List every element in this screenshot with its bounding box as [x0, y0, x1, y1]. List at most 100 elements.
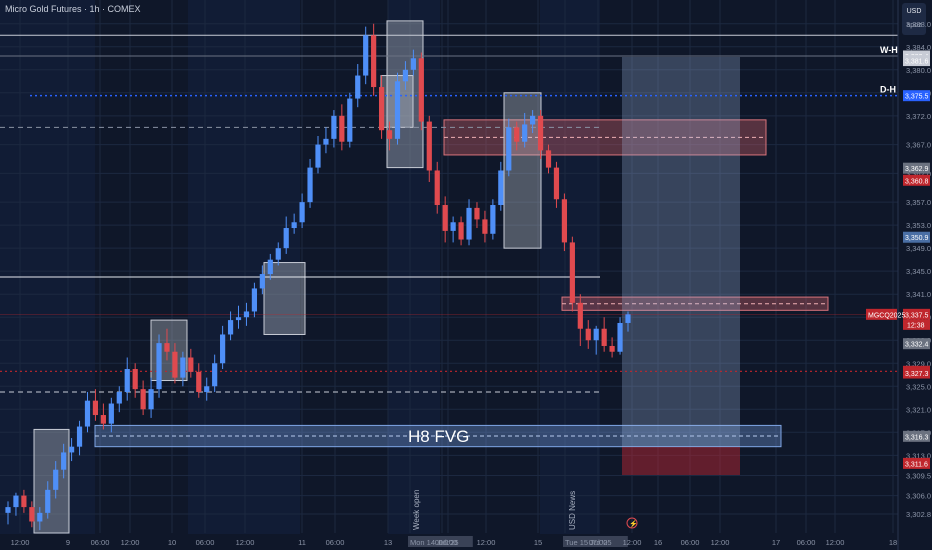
candle-body [355, 75, 361, 99]
x-axis-label: 13 [384, 538, 392, 547]
candle-body [235, 317, 242, 321]
price-tag [903, 308, 930, 320]
candle-body [13, 495, 19, 508]
candle-body [339, 115, 345, 142]
lightning-icon: ⚡ [629, 519, 638, 528]
y-tick-label: 3,380.0 [906, 66, 931, 75]
symbol-tag-label: MGCQ2025 [868, 312, 905, 319]
candle-body [537, 115, 544, 151]
price-tag-value: 3,311.6 [905, 461, 928, 468]
zone-layer: H8 FVG [33, 20, 829, 534]
candle-body [172, 351, 178, 378]
candle-body [593, 328, 599, 341]
candle-body [53, 469, 59, 490]
y-tick-label: 3,362.0 [906, 169, 931, 178]
price-tag [903, 338, 930, 350]
candle-series [5, 23, 631, 531]
y-tick-label: 3,329.0 [906, 359, 931, 368]
x-axis-label: Mon 14 Jul '25 [410, 538, 459, 547]
candle-body [227, 320, 234, 335]
candle-body [347, 98, 353, 142]
candle-body [450, 222, 456, 231]
projection-box [622, 57, 740, 447]
candle-body [124, 369, 130, 393]
projection-stop-box [622, 447, 740, 475]
candle-body [418, 58, 424, 122]
candle-body [132, 369, 138, 390]
chart-title: Micro Gold Futures · 1h · COMEX [5, 4, 141, 14]
symbol-tag [866, 308, 897, 320]
candle-body [283, 228, 289, 249]
x-axis: 12:00 9 06:00 12:00 10 06:00 12:00 11 06:00 13 Mon… [0, 534, 898, 550]
x-axis-label: 15 [534, 538, 542, 547]
candle-body [315, 144, 321, 168]
y-tick-label: 3,313.0 [906, 451, 931, 460]
candle-body [164, 343, 170, 352]
candle-body [275, 248, 281, 260]
candle-body [434, 170, 440, 206]
x-axis-label: 06:00 [326, 538, 345, 547]
y-tick-label: 3,384.0 [906, 43, 931, 52]
candle-body [530, 115, 536, 125]
candle-body [100, 415, 106, 424]
candle-body [625, 314, 631, 323]
candle-body [299, 202, 305, 223]
countdown-label: 12:38 [907, 322, 925, 329]
vertical-annotation: USD News [568, 491, 577, 530]
x-axis-label: 06:00 [797, 538, 816, 547]
currency-box [902, 3, 926, 35]
candle-body [204, 386, 210, 393]
vertical-annotation: Week open [412, 490, 421, 530]
annotation-layer: Week open USD News ⚡ [412, 490, 638, 530]
candle-body [291, 222, 297, 229]
price-tag-value: 3,327.3 [905, 371, 928, 378]
price-tag-value: 3,337.5 [905, 312, 928, 319]
candle-body [188, 357, 194, 372]
x-axis-label: 17 [772, 538, 780, 547]
candle-body [92, 400, 99, 416]
price-tag [903, 174, 930, 186]
y-tick-label: 3,309.5 [906, 471, 931, 480]
y-tick-label: 3,367.0 [906, 141, 931, 150]
candle-body [307, 167, 313, 203]
candle-body [378, 87, 385, 131]
candle-body [498, 170, 504, 206]
candle-body [402, 69, 409, 82]
x-axis-label: 16 [654, 538, 662, 547]
candle-body [196, 371, 202, 393]
candle-body [220, 334, 226, 364]
x-axis-date-tag [408, 536, 473, 547]
candle-body [426, 121, 432, 171]
price-tag [903, 162, 930, 174]
candle-body [156, 343, 162, 390]
price-tag [903, 457, 930, 469]
candle-body [243, 311, 250, 318]
y-tick-label: 3,345.0 [906, 267, 931, 276]
candle-body [267, 259, 273, 275]
candle-body [609, 345, 615, 352]
candle-body [458, 222, 464, 240]
candle-body [212, 363, 218, 387]
grid-lines [0, 0, 898, 533]
range-box [263, 262, 306, 335]
x-axis-label: 07:00 [589, 538, 608, 547]
x-axis-label: 12:00 [711, 538, 730, 547]
y-tick-label: 3,388.0 [906, 20, 931, 29]
price-tag-value: 3,381.6 [905, 59, 928, 66]
y-tick-label: 3,325.0 [906, 382, 931, 391]
price-tag-value: 3,362.9 [905, 166, 928, 173]
zone-label: H8 FVG [408, 427, 469, 446]
y-axis: USDapoz3,302.83,306.03,309.53,313.03,317… [866, 0, 932, 550]
candle-body [545, 150, 552, 168]
candle-body [442, 205, 448, 231]
candle-body [561, 199, 568, 243]
candle-body [394, 81, 401, 139]
currency-label: USD [907, 8, 922, 15]
candle-body [84, 400, 91, 427]
candle-body [251, 288, 258, 312]
candle-body [553, 167, 560, 200]
countdown-tag [903, 319, 930, 330]
candle-body [482, 219, 488, 234]
candle-body [514, 127, 520, 142]
